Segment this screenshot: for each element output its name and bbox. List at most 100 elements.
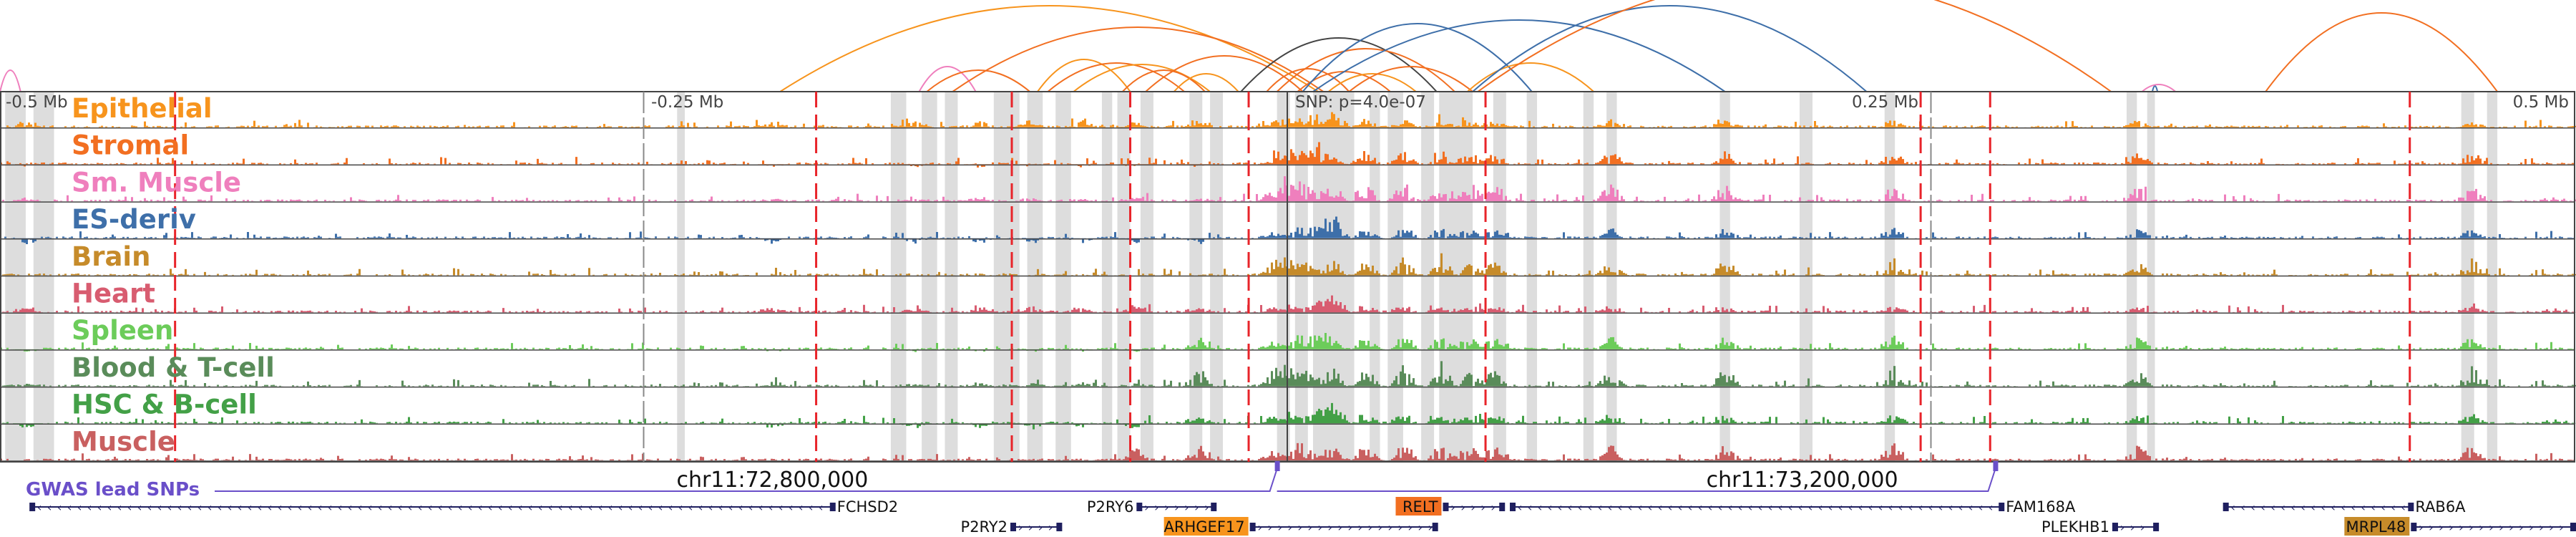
strand-arrow: ‹ [1908,500,1913,514]
strand-arrow: ‹ [1668,500,1672,514]
strand-arrow: ‹ [2351,500,2355,514]
chromatin-loop [2141,84,2176,92]
highlight-region [33,92,54,462]
highlight-region [1294,92,1308,462]
strand-arrow: ‹ [438,500,442,514]
strand-arrow: ‹ [298,500,302,514]
strand-arrow: ‹ [2280,500,2285,514]
strand-arrow: ‹ [47,500,52,514]
strand-arrow: ‹ [177,500,182,514]
strand-arrow: ‹ [1628,500,1632,514]
strand-arrow: ‹ [1598,500,1602,514]
chromatin-loop [779,5,1319,92]
strand-arrow: ‹ [187,500,192,514]
strand-arrow: › [2529,521,2533,534]
strand-arrow: ‹ [1558,500,1562,514]
strand-arrow: ‹ [117,500,122,514]
strand-arrow: ‹ [628,500,633,514]
strand-arrow: › [2449,521,2453,534]
gene-label: RELT [1402,498,1438,516]
strand-arrow: ‹ [1848,500,1853,514]
gene-plekhb1: › › › PLEKHB1 [2041,518,2160,536]
strand-arrow: › [1470,500,1475,514]
strand-arrow: › [1018,521,1023,534]
strand-arrow: ‹ [1898,500,1903,514]
strand-arrow: ‹ [2371,500,2375,514]
strand-arrow: ‹ [448,500,452,514]
strand-arrow: ‹ [758,500,763,514]
strand-arrow: ‹ [1608,500,1612,514]
strand-arrow: ‹ [738,500,743,514]
strand-arrow: ‹ [809,500,813,514]
axis-tick-label: -0.25 Mb [651,93,723,112]
strand-arrow: ‹ [1918,500,1923,514]
exon [1499,503,1506,511]
strand-arrow: ‹ [1728,500,1732,514]
strand-arrow: ‹ [278,500,282,514]
highlight-region [1439,92,1473,462]
chromatin-loop [1302,23,1533,92]
strand-arrow: ‹ [418,500,422,514]
strand-arrow: › [1337,521,1342,534]
strand-arrow: › [2539,521,2543,534]
strand-arrow: ‹ [598,500,602,514]
strand-arrow: ‹ [57,500,62,514]
strand-arrow: ‹ [588,500,592,514]
strand-arrow: › [1428,521,1432,534]
highlight-region [890,92,907,462]
strand-arrow: ‹ [648,500,653,514]
strand-arrow: › [2479,521,2483,534]
chromatin-loop [1073,64,1211,92]
highlight-region [922,92,937,462]
strand-arrow: ‹ [1818,500,1823,514]
highlight-region [1800,92,1813,462]
strand-arrow: › [1327,521,1332,534]
exon [1010,523,1017,531]
strand-arrow: › [2459,521,2463,534]
strand-arrow: ‹ [408,500,412,514]
gwas-connector [215,468,1278,492]
chromatin-loop [1173,73,1239,92]
chromatin-loop [1145,55,1304,92]
strand-arrow: ‹ [688,500,693,514]
coordinate-label: chr11:72,800,000 [676,468,868,493]
strand-arrow: ‹ [318,500,322,514]
strand-arrow: ‹ [708,500,713,514]
strand-arrow: ‹ [1738,500,1742,514]
strand-arrow: ‹ [458,500,462,514]
strand-arrow: ‹ [338,500,342,514]
coordinate-label: chr11:73,200,000 [1707,468,1898,493]
gene-fam168a: ‹ ‹ ‹ ‹ ‹ ‹ ‹ ‹ ‹ ‹ ‹ ‹ ‹ ‹ ‹ ‹ ‹ ‹ ‹ ‹ ‹ ‹ ‹ ‹ ‹ ‹ ‹ ‹ ‹ ‹ ‹ ‹ ‹ ‹ ‹ ‹ ‹ ‹ ‹ ‹… [1510,498,2076,516]
strand-arrow: ‹ [1788,500,1792,514]
track-label: ES-deriv [72,204,196,235]
strand-arrow: › [2549,521,2553,534]
axis: -0.5 Mb -0.25 Mb 0.25 Mb 0.5 Mb SNP: p=4… [6,93,2569,112]
strand-arrow: ‹ [107,500,112,514]
strand-arrow: ‹ [608,500,613,514]
strand-arrow: ‹ [1678,500,1682,514]
strand-arrow: ‹ [1958,500,1963,514]
strand-arrow: › [2429,521,2433,534]
strand-arrow: ‹ [1838,500,1843,514]
exon [1136,503,1143,511]
gene-label: RAB6A [2415,498,2466,516]
chromatin-loop [1327,73,1417,92]
highlight-region [2487,92,2498,462]
track-label: Brain [72,241,150,272]
highlight-region [2126,92,2137,462]
strand-arrow: ‹ [1808,500,1813,514]
chromatin-loop-arcs [0,0,2498,92]
strand-arrow: ‹ [658,500,663,514]
exon [2408,503,2414,511]
marker-lines [0,91,2575,463]
strand-arrow: ‹ [478,500,482,514]
strand-arrow: ‹ [2341,500,2345,514]
strand-arrow: ‹ [2250,500,2255,514]
strand-arrow: ‹ [308,500,312,514]
gene-label: MRPL48 [2346,518,2406,536]
track-label: Spleen [72,315,173,346]
highlight-region [677,92,686,462]
strand-arrow: › [1491,500,1495,514]
strand-arrow: ‹ [1528,500,1532,514]
